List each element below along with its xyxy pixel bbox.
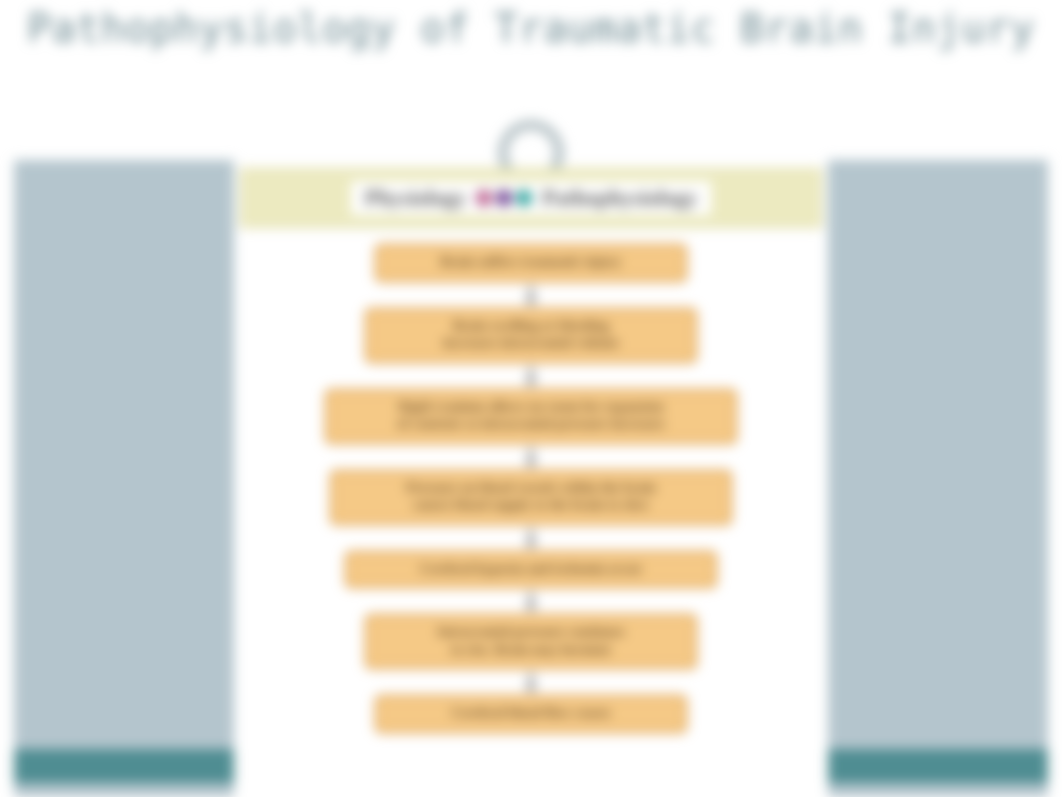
banner-left-label: Physiology [365, 185, 466, 211]
flowchart: Brain suffers traumatic injury Brain swel… [316, 244, 746, 733]
flow-node: Intracranial pressure continues to rise.… [365, 614, 697, 669]
flow-node: Pressure on blood vessels within the bra… [330, 470, 732, 525]
flow-edge [529, 592, 533, 610]
flow-node: Brain swelling or bleeding increases int… [365, 308, 697, 363]
slide-stage: Pathophysiology of Traumatic Brain Injur… [0, 0, 1062, 797]
banner-inner: Physiology Pathophysiology [351, 181, 712, 215]
side-footer-right [828, 749, 1048, 783]
dot-icon [476, 190, 492, 206]
flow-node: Cerebral blood flow ceases [375, 695, 687, 733]
side-band-left [14, 160, 234, 797]
flow-node: Brain suffers traumatic injury [375, 244, 687, 282]
page-title: Pathophysiology of Traumatic Brain Injur… [0, 0, 1062, 54]
side-band-right [828, 160, 1048, 797]
flow-edge [529, 673, 533, 691]
flow-edge [529, 286, 533, 304]
banner-strip: Physiology Pathophysiology [240, 168, 822, 228]
flow-edge [529, 448, 533, 466]
banner-dots [476, 190, 532, 206]
flow-node: Cerebral hypoxia and ischemia occur [345, 551, 717, 589]
dot-icon [496, 190, 512, 206]
banner-right-label: Pathophysiology [542, 185, 697, 211]
flow-edge [529, 367, 533, 385]
flow-node: Rigid cranium allows no room for expansi… [325, 389, 737, 444]
side-footer-left [14, 749, 234, 783]
flow-edge [529, 529, 533, 547]
dot-icon [516, 190, 532, 206]
